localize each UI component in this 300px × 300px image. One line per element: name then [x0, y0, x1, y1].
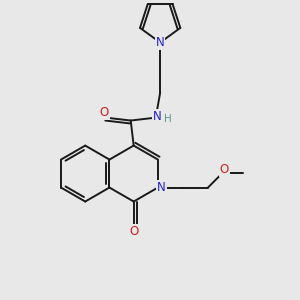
- Text: H: H: [164, 114, 172, 124]
- Text: O: O: [129, 225, 138, 239]
- Text: N: N: [156, 36, 164, 49]
- Text: O: O: [220, 164, 229, 176]
- Text: N: N: [153, 110, 161, 123]
- Text: N: N: [157, 181, 166, 194]
- Text: N: N: [156, 36, 164, 49]
- Text: O: O: [100, 106, 109, 119]
